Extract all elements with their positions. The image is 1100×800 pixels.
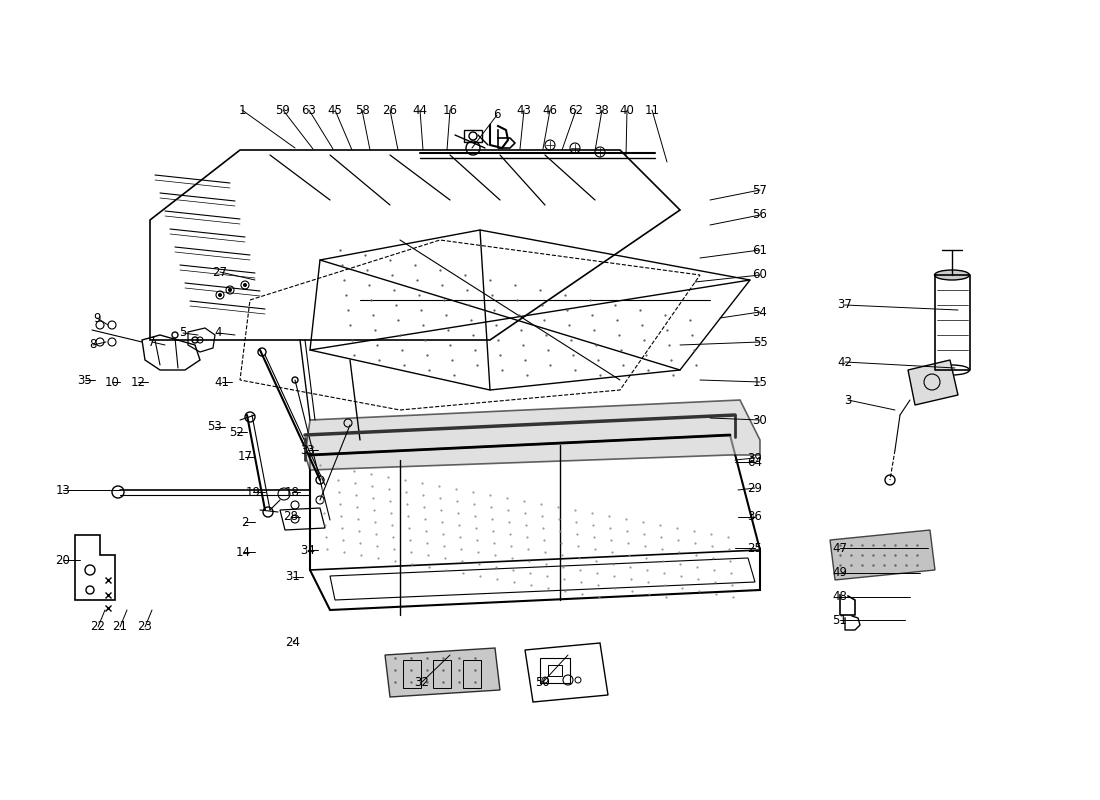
- Circle shape: [228, 288, 232, 292]
- Text: 24: 24: [286, 635, 300, 649]
- Text: 31: 31: [286, 570, 300, 583]
- Text: 15: 15: [752, 375, 768, 389]
- Ellipse shape: [935, 365, 969, 375]
- Bar: [433, 660, 451, 688]
- Text: 58: 58: [354, 103, 370, 117]
- Bar: [464, 130, 482, 142]
- Text: 55: 55: [752, 335, 768, 349]
- Text: 32: 32: [415, 675, 429, 689]
- Text: 45: 45: [328, 103, 342, 117]
- Text: 36: 36: [748, 510, 762, 523]
- Text: 4: 4: [214, 326, 222, 339]
- Circle shape: [243, 283, 248, 287]
- Text: 43: 43: [517, 103, 531, 117]
- Text: 27: 27: [212, 266, 228, 278]
- Text: 64: 64: [748, 455, 762, 469]
- Circle shape: [316, 476, 324, 484]
- Text: 33: 33: [300, 443, 316, 457]
- Text: 39: 39: [748, 451, 762, 465]
- Text: 8: 8: [89, 338, 97, 351]
- Text: 23: 23: [138, 621, 153, 634]
- Text: 5: 5: [179, 326, 187, 339]
- Text: 13: 13: [56, 483, 70, 497]
- Text: 60: 60: [752, 269, 768, 282]
- Text: 50: 50: [536, 675, 550, 689]
- Text: 6: 6: [493, 109, 500, 122]
- Polygon shape: [830, 530, 935, 580]
- Text: 59: 59: [276, 103, 290, 117]
- Text: 38: 38: [595, 103, 609, 117]
- Text: 51: 51: [833, 614, 847, 626]
- Text: 25: 25: [748, 542, 762, 554]
- Text: 28: 28: [284, 510, 298, 523]
- Text: 7: 7: [148, 335, 156, 349]
- Text: 26: 26: [383, 103, 397, 117]
- Text: 34: 34: [300, 543, 316, 557]
- Circle shape: [218, 293, 222, 297]
- Polygon shape: [305, 400, 760, 470]
- Text: 16: 16: [442, 103, 458, 117]
- Text: 10: 10: [104, 375, 120, 389]
- Text: 49: 49: [833, 566, 847, 579]
- Text: 35: 35: [78, 374, 92, 386]
- Text: 54: 54: [752, 306, 768, 318]
- Text: 44: 44: [412, 103, 428, 117]
- Text: 40: 40: [619, 103, 635, 117]
- Text: 41: 41: [214, 375, 230, 389]
- Text: 63: 63: [301, 103, 317, 117]
- Polygon shape: [908, 360, 958, 405]
- Circle shape: [258, 348, 266, 356]
- Bar: [540, 658, 570, 683]
- Text: 62: 62: [569, 103, 583, 117]
- Text: 29: 29: [748, 482, 762, 494]
- Text: 2: 2: [241, 515, 249, 529]
- Text: 11: 11: [645, 103, 660, 117]
- Text: 47: 47: [833, 542, 847, 554]
- Text: 30: 30: [752, 414, 768, 426]
- Ellipse shape: [935, 270, 969, 280]
- Text: 1: 1: [239, 103, 245, 117]
- Text: 21: 21: [112, 621, 128, 634]
- Text: 3: 3: [845, 394, 851, 406]
- Text: 22: 22: [90, 621, 106, 634]
- Text: 20: 20: [56, 554, 70, 566]
- Text: 46: 46: [542, 103, 558, 117]
- Bar: [463, 660, 481, 688]
- Bar: [548, 665, 562, 676]
- Text: 37: 37: [837, 298, 852, 311]
- Circle shape: [292, 377, 298, 383]
- Text: 52: 52: [230, 426, 244, 438]
- Text: 61: 61: [752, 243, 768, 257]
- Text: 42: 42: [837, 355, 852, 369]
- Bar: [403, 660, 421, 688]
- Text: 53: 53: [208, 421, 222, 434]
- Text: 18: 18: [285, 486, 299, 498]
- Text: 14: 14: [235, 546, 251, 558]
- Text: 56: 56: [752, 209, 768, 222]
- Text: 17: 17: [238, 450, 253, 463]
- Text: 19: 19: [245, 486, 261, 498]
- Text: 57: 57: [752, 183, 768, 197]
- Text: 9: 9: [94, 311, 101, 325]
- Polygon shape: [385, 648, 501, 697]
- Text: 12: 12: [131, 375, 145, 389]
- Text: 48: 48: [833, 590, 847, 603]
